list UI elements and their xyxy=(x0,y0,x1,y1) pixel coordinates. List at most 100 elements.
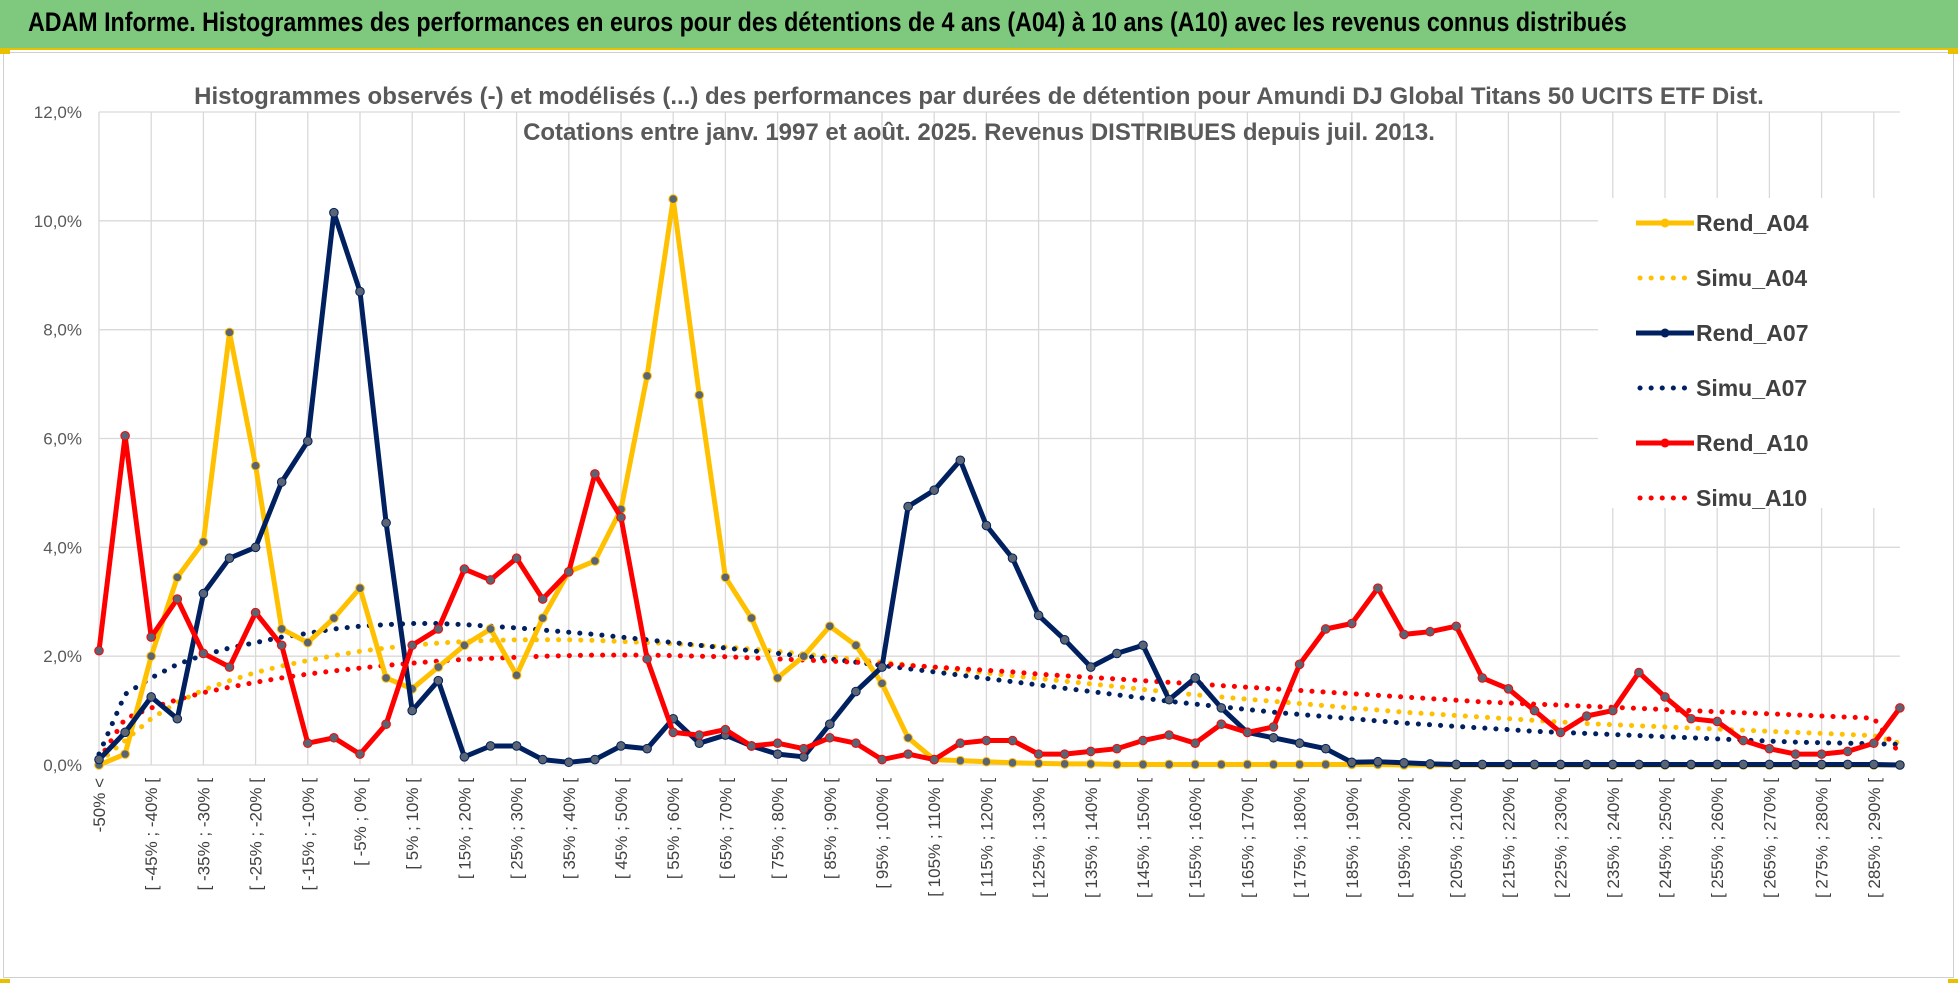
x-tick-label: [ 55% ; 60% [ xyxy=(664,778,683,879)
data-point-rend_a10 xyxy=(798,743,809,754)
data-point-rend_a10 xyxy=(616,512,626,523)
data-point-rend_a07 xyxy=(798,752,809,762)
legend-label: Simu_A07 xyxy=(1696,375,1807,401)
data-point-rend_a10 xyxy=(877,754,887,765)
series-line-simu_a07 xyxy=(96,621,1903,757)
data-point-rend_a10 xyxy=(198,648,209,659)
report-title: ADAM Informe. Histogrammes des performan… xyxy=(28,7,1627,37)
data-point-rend_a04 xyxy=(355,583,365,593)
legend-label: Simu_A10 xyxy=(1696,485,1807,511)
legend-label: Simu_A04 xyxy=(1696,265,1807,291)
data-point-rend_a10 xyxy=(720,724,731,735)
data-point-rend_a07 xyxy=(537,754,548,765)
x-tick-label: [ 35% ; 40% [ xyxy=(560,778,579,879)
data-point-rend_a10 xyxy=(120,430,130,441)
x-tick-label: [ 25% ; 30% [ xyxy=(508,778,527,879)
data-point-rend_a10 xyxy=(746,741,757,751)
data-point-rend_a07 xyxy=(1790,759,1801,770)
data-point-rend_a10 xyxy=(407,640,418,651)
legend-label: Rend_A10 xyxy=(1696,430,1808,456)
data-point-rend_a04 xyxy=(329,613,339,623)
x-tick-label: [ 105% ; 110% [ xyxy=(925,778,944,897)
data-point-rend_a04 xyxy=(146,651,156,661)
x-tick-label: [ 265% ; 270% [ xyxy=(1760,778,1779,898)
data-point-rend_a10 xyxy=(929,754,940,765)
x-tick-label: [ 245% ; 250% [ xyxy=(1656,778,1675,898)
data-point-rend_a10 xyxy=(459,564,470,574)
x-tick-label: [ 85% ; 90% [ xyxy=(821,778,840,879)
data-point-rend_a04 xyxy=(694,390,705,400)
data-point-rend_a10 xyxy=(1399,629,1409,640)
data-point-rend_a07 xyxy=(642,743,652,754)
data-point-rend_a07 xyxy=(511,741,522,751)
data-point-rend_a10 xyxy=(981,735,992,746)
data-point-rend_a10 xyxy=(485,575,496,585)
data-point-rend_a07 xyxy=(329,207,339,218)
data-point-rend_a07 xyxy=(1816,759,1827,770)
data-point-rend_a07 xyxy=(1608,759,1618,770)
data-point-rend_a04 xyxy=(1033,758,1044,769)
x-tick-label: [ 125% ; 130% [ xyxy=(1030,778,1049,898)
data-point-rend_a04 xyxy=(303,637,313,648)
data-point-rend_a07 xyxy=(1555,759,1566,770)
legend-background xyxy=(1598,198,1908,508)
data-point-rend_a10 xyxy=(590,469,600,479)
header-banner: ADAM Informe. Histogrammes des performan… xyxy=(0,0,1958,50)
data-point-rend_a07 xyxy=(1712,759,1722,770)
data-point-rend_a07 xyxy=(903,501,913,512)
x-tick-label: [ 95% ; 100% [ xyxy=(873,778,892,889)
data-point-rend_a07 xyxy=(1268,732,1279,743)
data-point-rend_a10 xyxy=(433,624,444,634)
data-point-rend_a07 xyxy=(1869,759,1879,770)
data-point-rend_a04 xyxy=(955,755,966,766)
data-point-rend_a10 xyxy=(355,749,365,759)
data-point-rend_a07 xyxy=(616,741,626,751)
data-point-rend_a10 xyxy=(1294,659,1305,670)
data-point-rend_a04 xyxy=(1086,759,1096,769)
data-point-rend_a10 xyxy=(1112,743,1122,754)
data-point-rend_a10 xyxy=(250,607,261,618)
data-point-rend_a07 xyxy=(198,588,209,599)
data-point-rend_a10 xyxy=(642,654,652,664)
data-point-rend_a10 xyxy=(1503,684,1514,694)
data-point-rend_a10 xyxy=(1712,716,1722,727)
data-point-rend_a04 xyxy=(746,613,757,623)
chart-frame xyxy=(3,52,1954,978)
data-point-rend_a07 xyxy=(851,686,861,697)
data-point-rend_a07 xyxy=(1033,610,1044,621)
data-point-rend_a07 xyxy=(1112,648,1122,659)
data-point-rend_a10 xyxy=(1634,667,1644,678)
legend-label: Rend_A07 xyxy=(1696,320,1808,346)
data-point-rend_a10 xyxy=(1164,730,1174,740)
data-point-rend_a07 xyxy=(1216,703,1227,713)
data-point-rend_a07 xyxy=(381,518,391,528)
data-point-rend_a10 xyxy=(1686,713,1696,724)
data-point-rend_a04 xyxy=(1294,759,1305,770)
x-tick-label: [ 185% ; 190% [ xyxy=(1343,778,1362,898)
data-point-rend_a10 xyxy=(668,727,679,738)
data-point-rend_a07 xyxy=(1347,757,1357,768)
data-point-rend_a07 xyxy=(1190,673,1200,683)
data-point-rend_a10 xyxy=(381,719,391,729)
data-point-rend_a10 xyxy=(146,632,156,642)
data-point-rend_a07 xyxy=(590,754,600,765)
data-point-rend_a07 xyxy=(1425,759,1435,769)
data-point-rend_a07 xyxy=(1138,640,1148,651)
x-tick-label: [ 275% ; 280% [ xyxy=(1813,778,1832,898)
data-point-rend_a04 xyxy=(1320,759,1331,770)
series-line-simu_a04 xyxy=(96,637,1903,765)
corner-accent-bottom-right xyxy=(1948,979,1958,983)
data-point-rend_a07 xyxy=(1320,743,1331,754)
corner-accent-bottom-left xyxy=(0,979,10,983)
x-tick-label: [ 235% ; 240% [ xyxy=(1604,778,1623,898)
data-point-rend_a04 xyxy=(903,732,913,743)
data-point-rend_a07 xyxy=(250,542,261,553)
chart-title: Histogrammes observés (-) et modélisés (… xyxy=(194,83,1764,110)
x-tick-label: [ 135% ; 140% [ xyxy=(1082,778,1101,898)
y-tick-label: 8,0% xyxy=(43,321,82,340)
x-tick-label: [ 5% ; 10% [ xyxy=(403,778,422,870)
data-point-rend_a10 xyxy=(1425,626,1435,637)
legend: Rend_A04 Simu_A04 Rend_A07 Simu_A07 Rend_A10… xyxy=(1636,210,1809,511)
x-tick-label: [ 75% ; 80% [ xyxy=(769,778,788,879)
